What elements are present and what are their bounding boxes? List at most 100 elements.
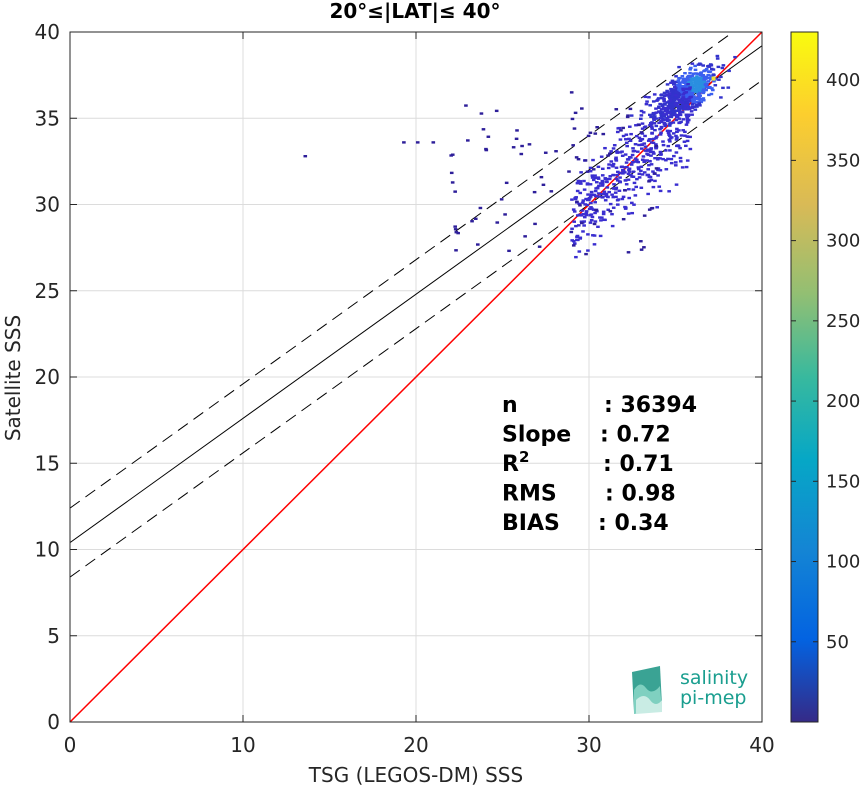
density-cell xyxy=(614,186,619,190)
density-cell xyxy=(693,76,698,80)
density-cell xyxy=(481,128,486,131)
density-cell xyxy=(687,107,692,111)
density-cell xyxy=(681,87,685,90)
density-cell xyxy=(599,155,604,158)
density-cell xyxy=(710,74,714,77)
density-cell xyxy=(673,161,678,164)
density-cell xyxy=(678,160,683,163)
density-cell xyxy=(650,131,654,135)
density-cell xyxy=(675,115,680,118)
density-cell xyxy=(674,118,679,122)
stat-value: : 0.34 xyxy=(598,511,669,536)
density-cell xyxy=(606,154,610,157)
density-cell xyxy=(629,156,633,159)
density-cell xyxy=(701,88,706,91)
density-cell xyxy=(656,110,661,113)
density-cell xyxy=(674,80,678,84)
density-cell xyxy=(677,88,681,91)
density-cell xyxy=(605,186,610,189)
density-cell xyxy=(570,227,574,230)
density-cell xyxy=(527,143,532,146)
stat-value: : 36394 xyxy=(604,393,697,418)
density-cell xyxy=(596,225,600,229)
density-cell xyxy=(688,86,692,89)
density-cell xyxy=(520,144,524,148)
density-cell xyxy=(582,188,587,191)
density-cell xyxy=(680,101,685,105)
density-cell xyxy=(541,183,546,187)
density-cell xyxy=(554,150,558,153)
density-cell xyxy=(588,214,592,217)
density-cell xyxy=(453,190,457,193)
density-cell xyxy=(688,66,693,70)
density-cell xyxy=(464,104,468,107)
density-cell xyxy=(676,94,681,98)
density-cell xyxy=(614,108,619,111)
density-cell xyxy=(593,189,598,193)
density-cell xyxy=(642,246,646,249)
density-cell xyxy=(662,113,666,116)
density-cell xyxy=(575,214,580,217)
density-cell xyxy=(694,103,699,106)
density-cell xyxy=(581,201,585,204)
density-cell xyxy=(590,174,595,177)
density-cell xyxy=(624,138,628,141)
density-cell xyxy=(630,211,635,215)
density-cell xyxy=(615,199,620,202)
density-cell xyxy=(698,71,703,75)
density-cell xyxy=(643,95,648,99)
density-cell xyxy=(596,195,601,198)
density-cell xyxy=(702,78,707,81)
density-cell xyxy=(611,195,616,199)
logo-line1: salinity xyxy=(680,667,748,689)
density-cell xyxy=(658,169,663,172)
density-cell xyxy=(580,209,585,212)
colorbar-tick-label: 200 xyxy=(826,391,860,412)
density-cell xyxy=(591,168,596,171)
density-cell xyxy=(675,84,680,88)
density-cell xyxy=(654,143,658,146)
density-cell xyxy=(662,91,667,95)
density-cell xyxy=(708,63,713,66)
density-cell xyxy=(623,153,628,156)
density-cell xyxy=(606,195,610,199)
density-cell xyxy=(616,203,620,206)
density-cell xyxy=(604,192,609,196)
density-cell xyxy=(648,123,652,127)
density-cell xyxy=(629,163,634,166)
density-cell xyxy=(658,133,663,136)
density-cell xyxy=(647,175,652,179)
x-tick-label: 20 xyxy=(403,733,428,757)
density-cell xyxy=(697,81,702,85)
density-cell xyxy=(623,179,628,182)
density-cell xyxy=(642,160,646,164)
density-cell xyxy=(614,156,618,159)
colorbar-tick-label: 300 xyxy=(826,231,860,252)
density-cell xyxy=(572,127,577,130)
density-cell xyxy=(690,106,695,110)
density-cell xyxy=(664,168,669,171)
density-cell xyxy=(484,147,488,151)
density-cell xyxy=(676,91,681,94)
density-cell xyxy=(582,215,587,219)
density-cell xyxy=(698,104,702,107)
density-cell xyxy=(415,141,420,144)
density-cell xyxy=(600,196,605,199)
density-cell xyxy=(585,203,589,207)
density-cell xyxy=(576,224,581,227)
density-cell xyxy=(674,134,678,138)
density-cell xyxy=(686,78,691,81)
density-cell xyxy=(666,157,670,161)
y-tick-label: 0 xyxy=(47,710,60,734)
density-cell xyxy=(692,95,696,98)
density-cell xyxy=(494,109,499,113)
density-cell xyxy=(630,175,634,178)
density-cell xyxy=(615,179,620,182)
axis-ticks: 0 10 20 30 40 0 5 10 15 20 25 30 35 40 xyxy=(35,20,775,757)
density-cell xyxy=(687,106,692,109)
density-cell xyxy=(589,206,593,209)
density-cell xyxy=(621,172,625,175)
density-cell xyxy=(685,114,690,118)
density-cell xyxy=(635,134,639,138)
density-cell xyxy=(652,137,656,141)
